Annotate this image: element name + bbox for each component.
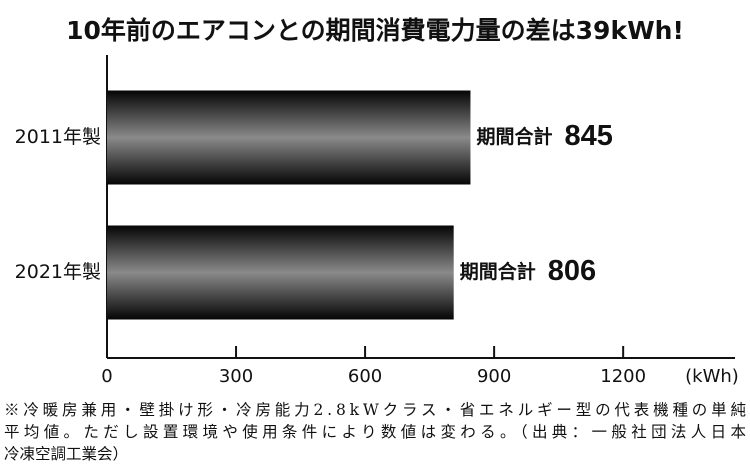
x-axis-label: (kWh)	[685, 366, 739, 387]
x-tick-label: 1200	[600, 366, 646, 387]
footnote: 冷凍空調工業会）	[4, 445, 128, 463]
x-tick-label: 900	[477, 366, 511, 387]
bar	[107, 225, 454, 320]
bar	[107, 90, 471, 185]
y-tick-label: 2011年製	[15, 126, 101, 148]
footnote: 平均値。ただし設置環境や使用条件により数値は変わる。（出典：一般社団法人日本	[4, 422, 746, 441]
x-tick-label: 0	[101, 366, 112, 387]
value-label-prefix: 期間合計	[460, 260, 536, 283]
footnote: ※冷暖房兼用・壁掛け形・冷房能力2.8kWクラス・省エネルギー型の代表機種の単純	[4, 401, 746, 419]
x-tick-label: 600	[348, 366, 382, 387]
x-tick-label: 300	[219, 366, 253, 387]
y-tick-label: 2021年製	[15, 261, 101, 283]
value-label: 806	[548, 255, 596, 287]
chart-title: 10年前のエアコンとの期間消費電力量の差は39kWh!	[66, 16, 684, 45]
value-label: 845	[564, 120, 612, 152]
value-label-prefix: 期間合計	[476, 125, 552, 148]
